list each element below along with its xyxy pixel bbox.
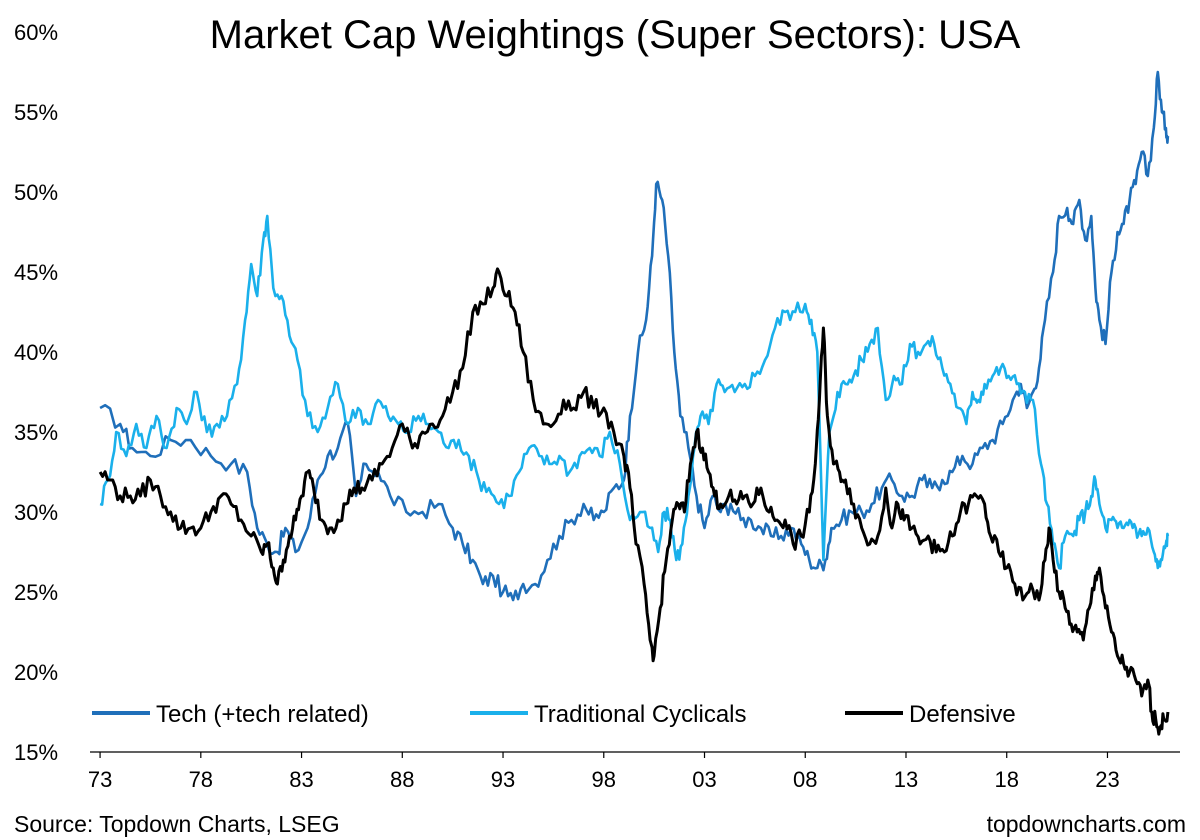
y-tick-label: 40%: [14, 340, 58, 365]
x-tick-label: 73: [88, 767, 112, 792]
series-layer: [98, 70, 1170, 736]
x-tick-label: 78: [189, 767, 213, 792]
x-tick-label: 18: [994, 767, 1018, 792]
source-note: Source: Topdown Charts, LSEG: [14, 811, 340, 837]
x-axis: 73 78 83 88 93 98 03 08 13 18 23: [88, 751, 1180, 792]
legend: Tech (+tech related) Traditional Cyclical…: [92, 701, 1016, 728]
y-tick-label: 15%: [14, 740, 58, 765]
y-tick-label: 55%: [14, 100, 58, 125]
chart-title: Market Cap Weightings (Super Sectors): U…: [210, 13, 1021, 57]
y-tick-label: 60%: [14, 20, 58, 45]
y-tick-label: 50%: [14, 180, 58, 205]
x-tick-label: 08: [793, 767, 817, 792]
x-tick-label: 13: [894, 767, 918, 792]
x-tick-label: 23: [1095, 767, 1119, 792]
y-tick-label: 25%: [14, 580, 58, 605]
x-tick-label: 03: [692, 767, 716, 792]
legend-tech-label: Tech (+tech related): [156, 701, 369, 728]
website-label: topdowncharts.com: [987, 811, 1186, 837]
legend-traditional-cyclicals-label: Traditional Cyclicals: [534, 701, 747, 728]
y-tick-label: 30%: [14, 500, 58, 525]
legend-defensive-label: Defensive: [909, 701, 1016, 728]
x-tick-label: 93: [491, 767, 515, 792]
x-tick-label: 88: [390, 767, 414, 792]
y-axis: 15% 20% 25% 30% 35% 40% 45% 50% 55% 60%: [14, 20, 58, 765]
y-tick-label: 20%: [14, 660, 58, 685]
series-line-traditional-cyclicals: [99, 214, 1170, 570]
x-tick-label: 98: [592, 767, 616, 792]
y-tick-label: 35%: [14, 420, 58, 445]
x-tick-label: 83: [289, 767, 313, 792]
y-tick-label: 45%: [14, 260, 58, 285]
series-line-defensive: [98, 267, 1170, 736]
